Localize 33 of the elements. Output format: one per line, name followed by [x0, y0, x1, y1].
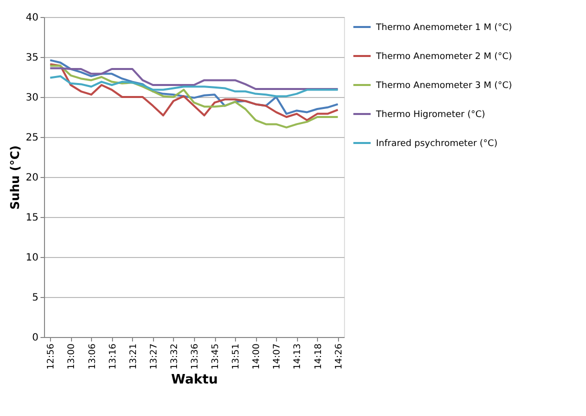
- legend-label: Infrared psychrometer (°C): [376, 139, 498, 149]
- x-tick-label: 13:21: [128, 344, 139, 370]
- y-tick-label: 40: [26, 12, 38, 24]
- x-tick-label: 13:32: [170, 344, 180, 370]
- x-tick-label: 13:16: [108, 343, 118, 370]
- x-tick-label: 13:06: [88, 343, 98, 370]
- x-tick-label: 14:07: [272, 344, 283, 370]
- legend-label: Thermo Anemometer 3 M (°C): [375, 81, 512, 91]
- y-tick-label: 30: [26, 92, 38, 104]
- y-tick-label: 5: [32, 292, 38, 304]
- x-tick-label: 14:26: [334, 343, 344, 370]
- x-tick-label: 14:00: [252, 343, 262, 370]
- legend-label: Thermo Anemometer 1 M (°C): [375, 23, 512, 33]
- x-tick-label: 13:00: [67, 343, 78, 370]
- y-tick-label: 0: [32, 332, 38, 344]
- y-tick-label: 15: [26, 212, 38, 224]
- x-tick-label: 13:45: [211, 344, 222, 370]
- line-series: [49, 75, 339, 98]
- x-tick-label: 14:13: [293, 344, 304, 370]
- line-series: [49, 67, 339, 90]
- x-axis-title: Waktu: [171, 372, 218, 388]
- x-tick-label: 14:18: [314, 343, 324, 370]
- x-tick-label: 13:27: [149, 344, 160, 370]
- x-tick-label: 12:56: [46, 343, 57, 370]
- legend-label: Thermo Anemometer 2 M (°C): [375, 52, 512, 62]
- y-tick-label: 35: [26, 52, 38, 64]
- y-tick-label: 10: [26, 252, 38, 264]
- x-tick-label: 13:51: [232, 344, 242, 370]
- y-tick-label: 20: [26, 172, 38, 184]
- legend-label: Thermo Higrometer (°C): [375, 110, 486, 120]
- y-axis-title: Suhu (°C): [8, 145, 22, 210]
- y-tick-label: 25: [26, 132, 38, 144]
- x-tick-label: 13:36: [190, 343, 200, 370]
